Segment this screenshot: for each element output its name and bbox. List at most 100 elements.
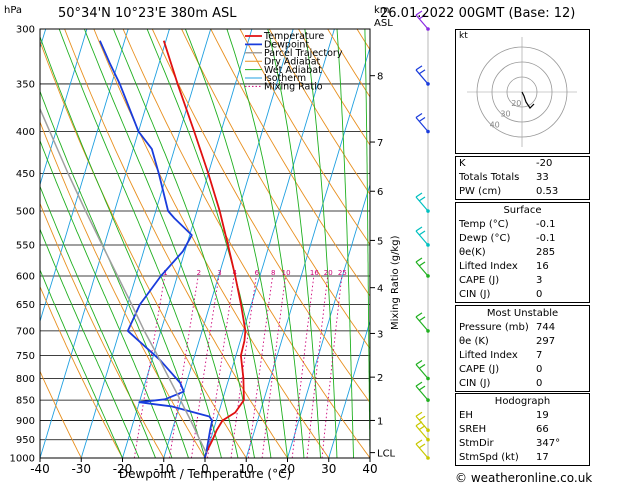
mixing-ratio-line [291,275,315,458]
legend-label: Temperature [263,31,324,42]
x-tick-label: -40 [30,462,50,476]
dry-adiabat-line [239,29,370,246]
pressure-tick-label: 900 [16,416,35,427]
wet-adiabat-line [40,185,156,458]
wet-adiabat-line [267,29,321,458]
datetime-title: 26.01.2022 00GMT (Base: 12) [380,6,576,21]
hodograph-ring-label: 30 [500,110,510,119]
hodograph-ring-label: 40 [490,120,500,129]
wind-barb [415,411,430,433]
mixing-ratio-label: 3 [217,269,221,277]
wind-barb [415,192,430,213]
mixing-ratio-line [321,275,343,458]
isotherm-line [40,29,88,187]
mixing-ratio-line [169,275,199,458]
height-tick-label: 2 [377,373,383,384]
mixing-ratio-label: 6 [255,269,260,277]
pressure-tick-label: 650 [16,300,35,311]
x-tick-label: -10 [154,462,174,476]
pressure-tick-label: 800 [16,374,35,385]
most-unstable-table: Most Unstable Pressure (mb) 744 θe (K) 297… [455,305,590,392]
mixing-ratio-label: 1 [163,269,167,277]
indices-table: K -20 Totals Totals 33 PW (cm) 0.53 [455,156,590,200]
location-title: 50°34'N 10°23'E 380m ASL [58,6,237,21]
dry-adiabat-line [64,29,288,458]
pressure-tick-label: 550 [16,240,35,251]
mixing-ratio-axis-label: Mixing Ratio (g/kg) [390,235,401,330]
dry-adiabat-line [40,202,165,458]
isotherm-line [163,29,294,458]
temperature-line [162,40,247,458]
table-row: CIN (J) 0 [459,289,543,300]
mixing-ratio-line [230,275,257,458]
isotherm-line [80,29,212,458]
table-row: K -20 [459,158,553,169]
asl-unit-label: ASL [374,18,393,29]
pressure-unit-label: hPa [4,5,22,16]
wind-barb [415,113,430,134]
table-row: θe (K) 297 [459,336,556,347]
height-tick-label: LCL [377,449,396,460]
isotherm-line [40,29,129,323]
dry-adiabat-line [268,29,370,196]
mixing-ratio-line [247,275,274,458]
mixing-ratio-label: 25 [338,269,347,277]
pressure-tick-label: 500 [16,207,35,218]
legend-label: Isotherm [264,73,306,84]
most-unstable-title: Most Unstable [486,308,559,319]
table-row: CIN (J) 0 [459,378,543,389]
dry-adiabat-line [40,40,247,458]
surface-title: Surface [503,205,542,216]
isotherm-line [122,29,253,458]
height-tick-label: 3 [377,329,383,340]
table-row: Dewp (°C) -0.1 [459,233,556,244]
table-row: CAPE (J) 0 [459,364,543,375]
isotherm-line [204,29,335,458]
isotherm-line [328,319,370,458]
wind-barb [415,312,430,333]
legend-label: Mixing Ratio [264,82,323,93]
isotherm-line [287,183,370,458]
hodograph-title: Hodograph [494,396,551,407]
wet-adiabat-line [184,29,288,458]
height-tick-label: 6 [377,187,383,198]
wet-adiabat-line [40,35,206,458]
parcel-trajectory-line [40,107,207,453]
pressure-tick-label: 850 [16,396,35,407]
mixing-ratio-line [306,275,329,458]
pressure-tick-label: 750 [16,351,35,362]
pressure-tick-label: 400 [16,127,35,138]
hodograph-trace [521,91,535,109]
dry-adiabat-line [122,29,370,458]
x-axis-label: Dewpoint / Temperature (°C) [119,467,291,481]
table-row: PW (cm) 0.53 [459,186,559,197]
height-tick-label: 4 [377,284,383,295]
table-row: Totals Totals 33 [459,172,549,183]
wind-barb [415,257,430,278]
hodograph-table: Hodograph EH 19 SREH 66 StmDir 347° StmSpd … [455,393,590,466]
mixing-ratio-label: 2 [197,269,201,277]
pressure-tick-label: 950 [16,435,35,446]
wet-adiabat-line [40,268,123,458]
pressure-tick-label: 350 [16,79,35,90]
table-row: Lifted Index 16 [459,261,549,272]
wet-adiabat-line [58,29,222,458]
table-row: StmSpd (kt) 17 [459,452,549,463]
x-tick-label: 40 [362,462,377,476]
wind-barb [415,439,430,460]
wind-barb [415,359,430,381]
height-tick-label: 5 [377,236,383,247]
mixing-ratio-label: 8 [271,269,275,277]
mixing-ratio-line [133,275,166,458]
table-row: CAPE (J) 3 [459,275,543,286]
dry-adiabat-line [40,120,206,458]
wet-adiabat-line [336,29,354,458]
legend-label: Dry Adiabat [264,56,321,67]
legend-label: Parcel Trajectory [264,48,343,59]
table-row: θe(K) 285 [459,247,556,258]
mixing-ratio-line [190,275,220,458]
dry-adiabat-line [591,29,629,458]
dry-adiabat-line [210,29,370,297]
